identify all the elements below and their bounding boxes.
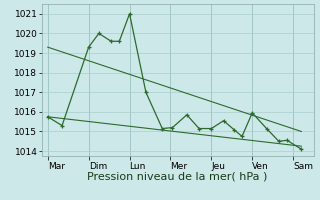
X-axis label: Pression niveau de la mer( hPa ): Pression niveau de la mer( hPa ) [87, 172, 268, 182]
